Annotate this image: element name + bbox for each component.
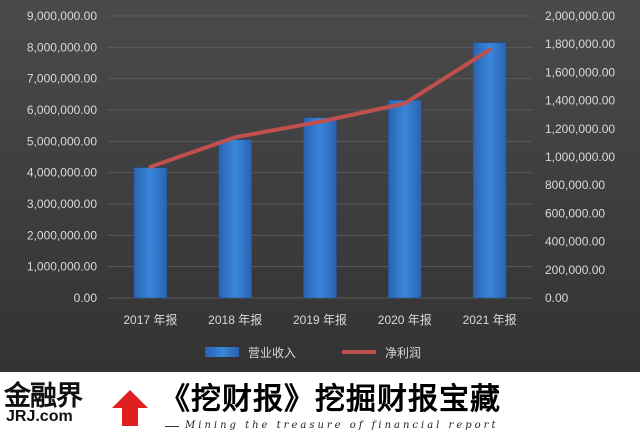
y-left-tick-label: 0.00 [74,291,98,305]
bar-revenue [133,167,168,299]
y-right-tick-label: 600,000.00 [545,206,605,220]
y-left-tick-label: 1,000,000.00 [27,260,97,274]
y-left-tick-label: 7,000,000.00 [27,72,97,86]
y-left-tick-label: 3,000,000.00 [27,197,97,211]
combo-chart: 0.00 1,000,000.00 2,000,000.00 3,000,000.00… [0,0,640,372]
bar-revenue [218,139,252,299]
slogan: 《挖财报》挖掘财报宝藏 [160,382,501,417]
logo-chinese-text: 金融界 [4,381,83,412]
y-right-tick-label: 2,000,000.00 [545,9,615,23]
tagline: Mining the treasure of financial report [164,420,499,431]
logo-english-text: JRJ.com [6,408,73,425]
y-left-tick-label: 2,000,000.00 [27,228,97,242]
y-left-tick-label: 4,000,000.00 [27,166,97,180]
y-left-tick-label: 5,000,000.00 [27,134,97,148]
y-left-tick-label: 8,000,000.00 [27,40,97,54]
x-tick-label: 2018 年报 [208,312,262,327]
y-right-tick-label: 1,800,000.00 [545,37,615,51]
legend-swatch-revenue [205,347,239,357]
footer-banner: 金融界 JRJ.com 《挖财报》挖掘财报宝藏 Mining the treas… [0,372,640,436]
legend-label-revenue: 营业收入 [248,346,296,360]
bar-revenue [303,117,337,299]
upward-arrow-icon [112,390,148,426]
x-tick-label: 2019 年报 [293,312,347,327]
y-left-tick-label: 6,000,000.00 [27,103,97,117]
y-right-tick-label: 200,000.00 [545,263,605,277]
bar-revenue [472,42,507,299]
legend-label-net-profit: 净利润 [385,346,421,360]
x-tick-label: 2021 年报 [463,312,517,327]
y-left-tick-label: 9,000,000.00 [27,9,97,23]
y-right-tick-label: 1,000,000.00 [545,150,615,164]
x-tick-label: 2020 年报 [378,312,432,327]
y-right-tick-label: 800,000.00 [545,178,605,192]
y-right-tick-label: 1,600,000.00 [545,65,615,79]
bar-revenue [388,100,422,299]
y-right-tick-label: 0.00 [545,291,569,305]
jrj-logo: 金融界 JRJ.com [4,374,154,432]
y-right-tick-label: 1,400,000.00 [545,94,615,108]
x-tick-label: 2017 年报 [123,312,177,327]
y-right-tick-label: 400,000.00 [545,235,605,249]
y-right-tick-label: 1,200,000.00 [545,122,615,136]
